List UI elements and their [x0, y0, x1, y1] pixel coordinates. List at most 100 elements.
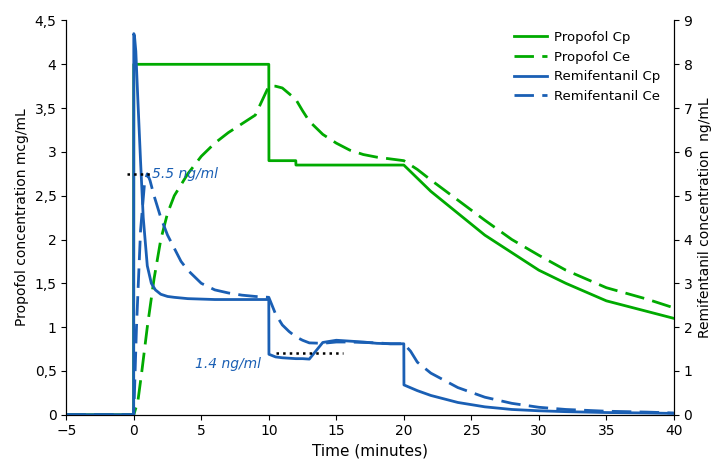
Propofol Ce	[507, 237, 516, 242]
Remifentanil Cp	[62, 412, 71, 418]
Propofol Ce	[129, 412, 138, 418]
Propofol Cp	[134, 62, 142, 67]
Remifentanil Ce	[561, 407, 570, 412]
X-axis label: Time (minutes): Time (minutes)	[312, 444, 428, 459]
Remifentanil Cp	[292, 356, 300, 362]
Remifentanil Cp	[139, 215, 148, 220]
Remifentanil Ce	[132, 324, 141, 330]
Remifentanil Ce	[406, 348, 415, 354]
Remifentanil Cp	[332, 337, 341, 343]
Remifentanil Cp	[305, 356, 313, 362]
Propofol Ce	[386, 156, 395, 162]
Remifentanil Ce	[413, 359, 422, 365]
Propofol Cp	[129, 62, 138, 67]
Remifentanil Cp	[147, 281, 156, 286]
Propofol Cp	[170, 62, 179, 67]
Propofol Ce	[156, 237, 165, 242]
Remifentanil Cp	[318, 339, 327, 345]
Propofol Cp	[265, 62, 273, 67]
Propofol Cp	[156, 62, 165, 67]
Propofol Cp	[143, 62, 152, 67]
Propofol Ce	[561, 267, 570, 273]
Remifentanil Ce	[136, 228, 145, 234]
Propofol Cp	[670, 316, 678, 321]
Propofol Cp	[359, 162, 368, 168]
Remifentanil Ce	[265, 294, 273, 300]
Propofol Ce	[292, 97, 300, 102]
Propofol Ce	[602, 285, 611, 291]
Propofol Cp	[507, 250, 516, 255]
Propofol Cp	[265, 158, 273, 164]
Propofol Cp	[413, 175, 422, 181]
Remifentanil Ce	[427, 370, 435, 376]
Remifentanil Ce	[278, 322, 286, 328]
Remifentanil Cp	[136, 158, 145, 164]
Remifentanil Cp	[561, 409, 570, 414]
Propofol Ce	[534, 253, 543, 258]
Remifentanil Cp	[151, 287, 160, 293]
Propofol Ce	[170, 193, 179, 199]
Remifentanil Ce	[150, 193, 158, 199]
Propofol Cp	[238, 62, 246, 67]
Remifentanil Ce	[143, 171, 152, 177]
Remifentanil Cp	[427, 392, 435, 398]
Remifentanil Cp	[183, 296, 192, 301]
Remifentanil Ce	[145, 178, 154, 183]
Propofol Cp	[534, 267, 543, 273]
Remifentanil Cp	[285, 356, 294, 361]
Propofol Cp	[197, 62, 206, 67]
Remifentanil Ce	[163, 232, 172, 238]
Propofol Cp	[332, 162, 341, 168]
Propofol Ce	[298, 108, 307, 114]
Remifentanil Ce	[129, 412, 138, 418]
Propofol Ce	[163, 210, 172, 216]
Remifentanil Ce	[238, 292, 246, 298]
Remifentanil Ce	[305, 340, 313, 346]
Remifentanil Ce	[359, 339, 368, 345]
Propofol Cp	[454, 210, 462, 216]
Remifentanil Cp	[134, 97, 142, 102]
Remifentanil Cp	[143, 263, 152, 269]
Remifentanil Cp	[224, 297, 233, 302]
Propofol Ce	[305, 118, 313, 124]
Remifentanil Ce	[156, 215, 165, 220]
Propofol Ce	[399, 158, 408, 164]
Propofol Ce	[251, 112, 260, 118]
Propofol Ce	[210, 140, 219, 146]
Propofol Cp	[318, 162, 327, 168]
Propofol Cp	[561, 281, 570, 286]
Propofol Cp	[399, 162, 408, 168]
Propofol Cp	[386, 162, 395, 168]
Remifentanil Ce	[197, 281, 206, 286]
Propofol Cp	[278, 158, 286, 164]
Propofol Ce	[183, 171, 192, 177]
Propofol Ce	[265, 83, 273, 89]
Propofol Ce	[271, 83, 280, 89]
Remifentanil Ce	[292, 334, 300, 339]
Propofol Cp	[292, 162, 300, 168]
Remifentanil Ce	[386, 341, 395, 346]
Remifentanil Ce	[285, 328, 294, 334]
Remifentanil Cp	[670, 410, 678, 416]
Remifentanil Cp	[481, 404, 489, 410]
Remifentanil Cp	[197, 296, 206, 302]
Propofol Cp	[427, 189, 435, 194]
Remifentanil Cp	[413, 388, 422, 393]
Propofol Ce	[413, 166, 422, 172]
Propofol Ce	[197, 154, 206, 159]
Remifentanil Ce	[224, 290, 233, 296]
Propofol Ce	[481, 218, 489, 223]
Remifentanil Cp	[359, 339, 368, 345]
Remifentanil Ce	[177, 259, 185, 264]
Remifentanil Cp	[534, 408, 543, 414]
Remifentanil Cp	[163, 293, 172, 299]
Propofol Ce	[318, 132, 327, 137]
Remifentanil Cp	[238, 297, 246, 302]
Propofol Ce	[670, 305, 678, 310]
Remifentanil Cp	[345, 338, 354, 344]
Remifentanil Cp	[507, 407, 516, 412]
Remifentanil Ce	[507, 401, 516, 406]
Remifentanil Cp	[271, 354, 280, 360]
Remifentanil Cp	[132, 48, 140, 54]
Propofol Cp	[602, 298, 611, 304]
